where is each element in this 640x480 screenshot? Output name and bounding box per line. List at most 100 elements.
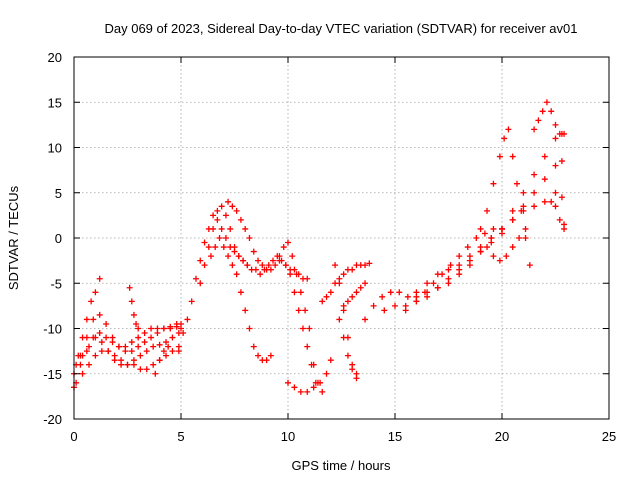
data-point <box>445 266 452 273</box>
data-point <box>509 216 516 223</box>
data-point <box>289 253 296 260</box>
data-point <box>92 289 99 296</box>
data-point <box>178 325 184 332</box>
data-point <box>541 176 548 183</box>
data-point <box>306 325 313 332</box>
data-point <box>310 384 317 391</box>
data-point <box>237 216 244 223</box>
data-point <box>214 207 221 214</box>
data-point <box>246 235 253 241</box>
data-point <box>150 361 157 368</box>
data-point <box>98 339 105 346</box>
data-point <box>267 352 274 359</box>
data-point <box>160 325 167 332</box>
data-point <box>496 257 503 264</box>
data-point <box>552 121 559 128</box>
data-point <box>366 260 373 267</box>
data-point <box>282 262 289 269</box>
data-point <box>201 262 208 269</box>
data-point <box>242 307 249 314</box>
series-arc-2 <box>71 311 184 377</box>
data-point <box>522 235 529 241</box>
data-point <box>250 343 257 350</box>
data-point <box>379 293 386 300</box>
data-point <box>558 158 565 165</box>
data-point <box>304 275 311 282</box>
data-point <box>522 225 529 232</box>
data-point <box>272 262 279 269</box>
data-point <box>424 289 431 296</box>
data-point <box>133 320 140 327</box>
y-tick-label: -10 <box>43 322 62 337</box>
data-point <box>447 262 454 269</box>
data-point <box>160 348 167 355</box>
data-point <box>167 325 174 332</box>
data-point <box>319 298 326 305</box>
data-point <box>561 130 568 137</box>
data-point <box>135 343 142 350</box>
data-point <box>229 203 236 210</box>
data-point <box>267 266 274 273</box>
series-arc-20 <box>381 158 565 314</box>
data-point <box>552 162 559 169</box>
data-point <box>327 357 334 364</box>
data-point <box>513 180 520 187</box>
data-point <box>143 348 150 355</box>
series-arc-14 <box>285 357 334 395</box>
data-point <box>128 348 135 355</box>
data-point <box>340 302 347 309</box>
data-point <box>456 253 463 260</box>
x-tick-label: 0 <box>70 429 77 444</box>
data-point <box>231 244 238 251</box>
data-point <box>118 357 125 364</box>
data-point <box>344 352 351 359</box>
data-point <box>531 203 538 210</box>
data-point <box>509 153 516 160</box>
data-point <box>402 307 409 314</box>
data-point <box>240 257 247 264</box>
data-point <box>233 207 240 214</box>
data-point <box>499 225 505 232</box>
data-point <box>92 334 99 341</box>
data-point <box>413 289 420 296</box>
data-point <box>456 271 463 278</box>
data-point <box>556 216 563 223</box>
data-point <box>518 207 525 214</box>
data-point <box>552 135 559 142</box>
data-point <box>130 361 137 368</box>
data-point <box>456 262 463 269</box>
data-point <box>430 280 437 287</box>
data-point <box>340 271 347 278</box>
data-point <box>85 343 92 350</box>
series-arc-4 <box>73 343 182 386</box>
data-point <box>222 235 229 241</box>
data-point <box>539 108 546 115</box>
data-point <box>392 302 398 309</box>
series-arc-10 <box>207 235 274 364</box>
data-point <box>477 248 484 255</box>
data-point <box>83 316 90 323</box>
data-point <box>85 361 92 368</box>
data-point <box>424 280 431 287</box>
x-tick-label: 10 <box>281 429 295 444</box>
data-point <box>477 225 484 232</box>
data-point <box>126 284 133 291</box>
data-point <box>434 271 441 278</box>
data-point <box>156 357 163 364</box>
data-point <box>188 298 195 305</box>
data-point <box>141 330 148 337</box>
data-point <box>526 262 533 269</box>
data-point <box>548 198 555 205</box>
data-point <box>135 334 142 341</box>
series-arc-5 <box>75 275 103 359</box>
data-point <box>488 235 495 241</box>
data-points <box>71 99 568 395</box>
data-point <box>349 266 356 273</box>
data-point <box>233 271 240 278</box>
y-tick-label: 10 <box>48 141 62 156</box>
series-arc-19 <box>362 225 505 323</box>
data-point <box>299 325 306 332</box>
data-point <box>75 352 82 359</box>
data-point <box>501 135 508 142</box>
